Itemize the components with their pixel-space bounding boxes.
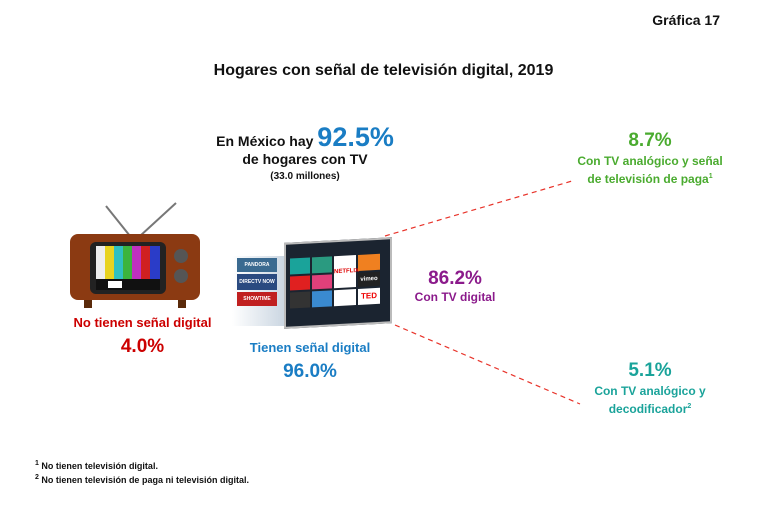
digital-block: 86.2% Con TV digital bbox=[405, 268, 505, 304]
analog-decoder-label: Con TV analógico y decodificador bbox=[594, 384, 706, 416]
old-tv-icon bbox=[70, 202, 200, 308]
footnote: 2 No tienen televisión de paga ni televi… bbox=[35, 474, 249, 485]
app-tile: NETFLIX bbox=[334, 255, 359, 289]
app-tile: DIRECTV NOW bbox=[237, 274, 277, 290]
header-line2: de hogares con TV bbox=[242, 151, 368, 167]
no-signal-label: No tienen señal digital bbox=[73, 315, 212, 330]
footnote: 1 No tienen televisión digital. bbox=[35, 460, 158, 471]
header-sub: (33.0 millones) bbox=[270, 171, 340, 182]
no-signal-value: 4.0% bbox=[120, 336, 165, 357]
footnote-ref: 2 bbox=[687, 403, 692, 410]
with-signal-block: Tienen señal digital 96.0% bbox=[240, 340, 380, 383]
analog-decoder-value: 5.1% bbox=[628, 360, 672, 381]
with-signal-label: Tienen señal digital bbox=[249, 340, 371, 355]
app-tile: vimeo bbox=[358, 271, 380, 287]
footnote-ref: 1 bbox=[708, 173, 713, 180]
header-value: 92.5% bbox=[317, 122, 394, 152]
with-signal-value: 96.0% bbox=[283, 361, 337, 382]
analog-pay-block: 8.7% Con TV analógico y señal de televis… bbox=[575, 130, 725, 187]
analog-decoder-block: 5.1% Con TV analógico y decodificador2 bbox=[575, 360, 725, 417]
smart-tv-screen: NETFLIX vimeo TED bbox=[284, 237, 392, 329]
footnotes: 1 No tienen televisión digital. 2 No tie… bbox=[35, 458, 249, 486]
app-tile: TED bbox=[358, 287, 380, 305]
header-block: En México hay 92.5% de hogares con TV (3… bbox=[190, 124, 420, 186]
analog-pay-label: Con TV analógico y señal de televisión d… bbox=[577, 154, 723, 186]
analog-pay-value: 8.7% bbox=[628, 130, 672, 151]
digital-value: 86.2% bbox=[428, 268, 482, 289]
figure-label: Gráfica 17 bbox=[652, 12, 720, 28]
smart-tv-image: NETFLIX vimeo TED PANDORA DIRECTV NOW SH… bbox=[232, 236, 392, 331]
app-tile: SHOWTIME bbox=[237, 292, 277, 306]
connector-line-bottom bbox=[394, 324, 581, 405]
connector-line-top bbox=[384, 180, 573, 237]
digital-label: Con TV digital bbox=[414, 290, 496, 304]
app-tile: PANDORA bbox=[237, 258, 277, 272]
chart-title: Hogares con señal de televisión digital,… bbox=[213, 62, 554, 79]
header-prefix: En México hay bbox=[216, 133, 314, 149]
no-signal-block: No tienen señal digital 4.0% bbox=[55, 315, 230, 358]
